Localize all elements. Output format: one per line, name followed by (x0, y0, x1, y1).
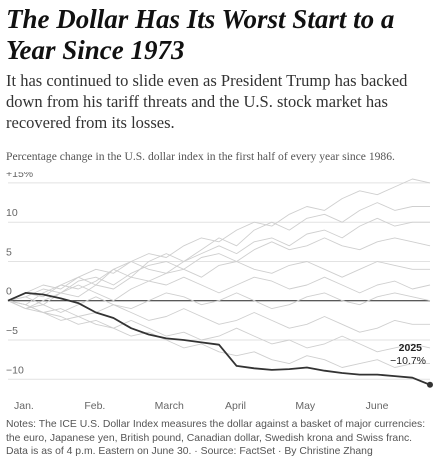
end-point (427, 381, 433, 388)
chart: +15% 10 5 0 −5 −10 Jan. Feb. March April May June 20… (6, 172, 433, 412)
series-line (7, 292, 431, 313)
y-tick-label: −10 (6, 364, 24, 376)
series-line (7, 217, 430, 302)
series-line (7, 300, 431, 353)
y-tick-label: 5 (6, 246, 12, 258)
x-tick-label: March (155, 400, 184, 412)
value-label: −10.7% (390, 355, 426, 367)
y-tick-label: +15% (6, 172, 33, 180)
x-tick-label: June (366, 400, 389, 412)
subtitle: It has continued to slide even as Presid… (6, 71, 408, 132)
y-tick-label: −5 (6, 325, 18, 337)
x-tick-label: April (225, 400, 246, 412)
x-tick-label: Feb. (84, 400, 105, 412)
series-line (7, 276, 431, 306)
series-line (7, 237, 431, 302)
highlight-line (7, 292, 431, 386)
x-tick-label: May (295, 400, 316, 412)
series-label: 2025 (399, 342, 423, 354)
series-line (7, 178, 431, 302)
x-tick-label: Jan. (14, 400, 34, 412)
series-line (7, 300, 430, 368)
title: The Dollar Has Its Worst Start to a Year… (6, 4, 395, 65)
y-tick-label: 10 (6, 207, 18, 219)
notes: Notes: The ICE U.S. Dollar Index measure… (6, 419, 426, 457)
series-line (7, 202, 430, 306)
series-line (7, 261, 430, 310)
y-tick-label: 0 (6, 286, 12, 298)
series-line (7, 300, 430, 333)
caption: Percentage change in the U.S. dollar ind… (6, 150, 395, 163)
